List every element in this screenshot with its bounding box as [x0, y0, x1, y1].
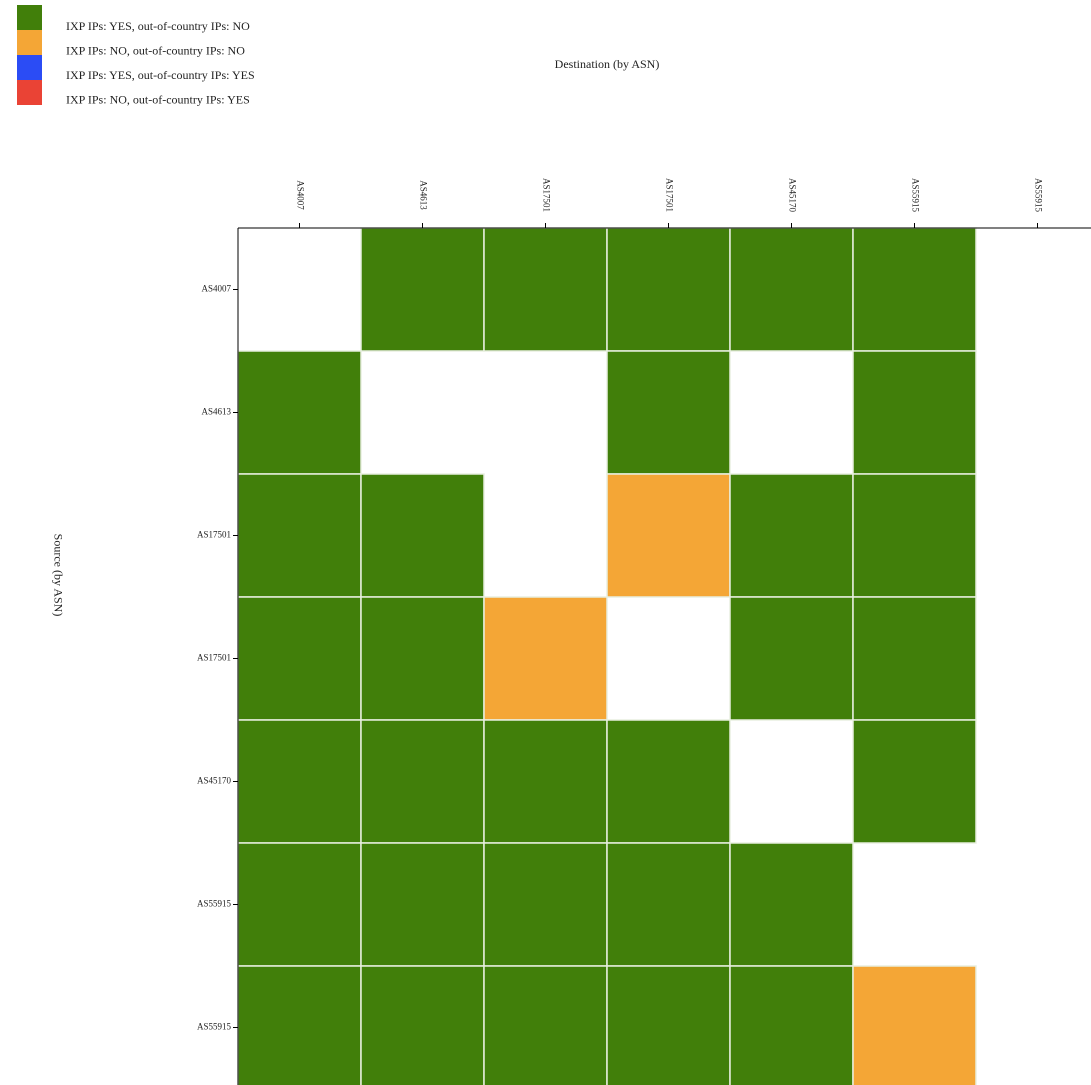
legend-swatch [17, 5, 42, 30]
legend-swatch [17, 30, 42, 55]
heatmap-cell [606, 227, 731, 352]
heatmap-cell [852, 596, 977, 721]
legend-label: IXP IPs: YES, out-of-country IPs: YES [66, 68, 255, 82]
heatmap-cell [852, 350, 977, 475]
heatmap-cell [729, 842, 854, 967]
chart-title: Destination (by ASN) [555, 57, 660, 71]
y-tick-label: AS4613 [201, 407, 231, 417]
y-tick-label: AS55915 [197, 899, 232, 909]
heatmap-cell [483, 227, 608, 352]
y-tick-label: AS17501 [197, 530, 231, 540]
legend-label: IXP IPs: NO, out-of-country IPs: NO [66, 43, 245, 57]
y-tick-label: AS55915 [197, 1022, 232, 1032]
y-tick-label: AS45170 [197, 776, 232, 786]
legend-label: IXP IPs: NO, out-of-country IPs: YES [66, 92, 250, 106]
x-tick-label: AS4007 [295, 180, 305, 210]
y-axis-label: Source (by ASN) [51, 534, 65, 617]
heatmap-cell [852, 719, 977, 844]
heatmap-cell [237, 965, 362, 1085]
heatmap-cell [360, 473, 485, 598]
heatmap-cell [852, 965, 977, 1085]
legend-swatch [17, 55, 42, 80]
heatmap-cell [360, 842, 485, 967]
x-tick-label: AS55915 [1033, 178, 1043, 213]
x-tick-label: AS4613 [418, 180, 428, 210]
heatmap-cell [606, 350, 731, 475]
x-tick-label: AS17501 [541, 178, 551, 212]
heatmap-cell [360, 596, 485, 721]
heatmap-cell [852, 227, 977, 352]
heatmap-cell [360, 965, 485, 1085]
x-tick-label: AS17501 [664, 178, 674, 212]
heatmap-cell [729, 596, 854, 721]
heatmap-cell [729, 965, 854, 1085]
y-tick-label: AS17501 [197, 653, 231, 663]
heatmap-cell [606, 842, 731, 967]
heatmap-cell [606, 473, 731, 598]
heatmap-cell [360, 227, 485, 352]
heatmap-cell [606, 719, 731, 844]
x-tick-label: AS55915 [910, 178, 920, 213]
heatmap-cell [237, 596, 362, 721]
legend-swatch [17, 80, 42, 105]
y-tick-label: AS4007 [201, 284, 231, 294]
heatmap-cell [360, 719, 485, 844]
legend-label: IXP IPs: YES, out-of-country IPs: NO [66, 19, 250, 33]
x-tick-label: AS45170 [787, 178, 797, 213]
heatmap-cell [483, 965, 608, 1085]
heatmap-cell [483, 596, 608, 721]
heatmap-cell [483, 719, 608, 844]
heatmap-cell [483, 842, 608, 967]
heatmap-cell [729, 227, 854, 352]
heatmap-cell [237, 473, 362, 598]
heatmap-cell [852, 473, 977, 598]
heatmap-cell [237, 719, 362, 844]
heatmap-cell [729, 473, 854, 598]
heatmap-cell [237, 842, 362, 967]
heatmap-cell [237, 350, 362, 475]
heatmap-cell [606, 965, 731, 1085]
